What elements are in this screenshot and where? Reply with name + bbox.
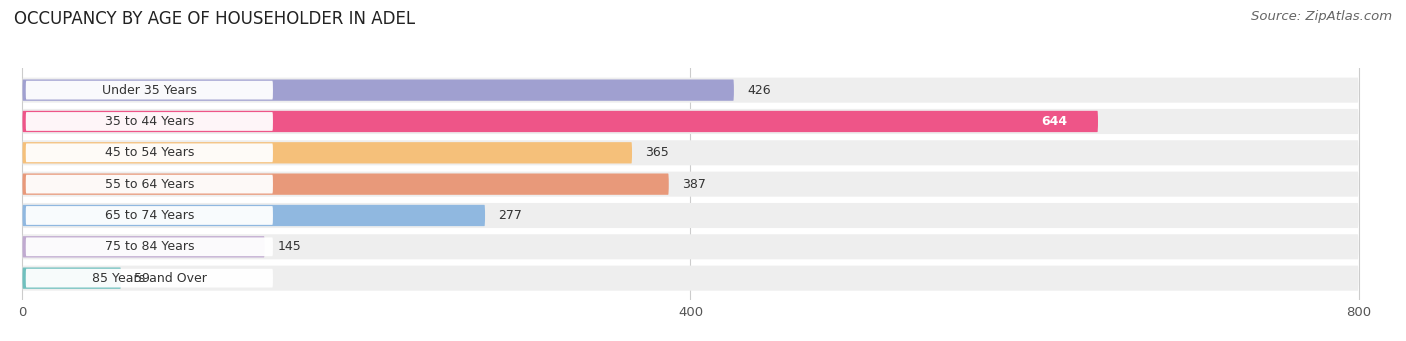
FancyBboxPatch shape — [22, 140, 1358, 165]
Text: 644: 644 — [1042, 115, 1067, 128]
Text: 277: 277 — [498, 209, 522, 222]
Text: 365: 365 — [645, 146, 669, 159]
FancyBboxPatch shape — [25, 81, 273, 100]
FancyBboxPatch shape — [22, 205, 485, 226]
FancyBboxPatch shape — [22, 109, 1358, 134]
FancyBboxPatch shape — [25, 206, 273, 225]
Text: 75 to 84 Years: 75 to 84 Years — [104, 240, 194, 253]
Text: 59: 59 — [135, 272, 150, 285]
FancyBboxPatch shape — [22, 79, 734, 101]
Text: 145: 145 — [278, 240, 302, 253]
Text: 65 to 74 Years: 65 to 74 Years — [104, 209, 194, 222]
FancyBboxPatch shape — [22, 78, 1358, 103]
FancyBboxPatch shape — [22, 267, 121, 289]
FancyBboxPatch shape — [22, 236, 264, 257]
Text: 35 to 44 Years: 35 to 44 Years — [104, 115, 194, 128]
Text: 426: 426 — [747, 84, 770, 97]
FancyBboxPatch shape — [22, 111, 1098, 132]
FancyBboxPatch shape — [25, 112, 273, 131]
FancyBboxPatch shape — [22, 234, 1358, 260]
FancyBboxPatch shape — [25, 144, 273, 162]
Text: 45 to 54 Years: 45 to 54 Years — [104, 146, 194, 159]
Text: OCCUPANCY BY AGE OF HOUSEHOLDER IN ADEL: OCCUPANCY BY AGE OF HOUSEHOLDER IN ADEL — [14, 10, 415, 28]
FancyBboxPatch shape — [22, 172, 1358, 197]
FancyBboxPatch shape — [25, 175, 273, 193]
Text: Source: ZipAtlas.com: Source: ZipAtlas.com — [1251, 10, 1392, 23]
FancyBboxPatch shape — [25, 269, 273, 287]
Text: Under 35 Years: Under 35 Years — [101, 84, 197, 97]
Text: 387: 387 — [682, 178, 706, 191]
Text: 85 Years and Over: 85 Years and Over — [91, 272, 207, 285]
FancyBboxPatch shape — [22, 203, 1358, 228]
FancyBboxPatch shape — [22, 266, 1358, 291]
FancyBboxPatch shape — [25, 237, 273, 256]
FancyBboxPatch shape — [22, 174, 669, 195]
Text: 55 to 64 Years: 55 to 64 Years — [104, 178, 194, 191]
FancyBboxPatch shape — [1015, 114, 1095, 129]
FancyBboxPatch shape — [22, 142, 633, 163]
